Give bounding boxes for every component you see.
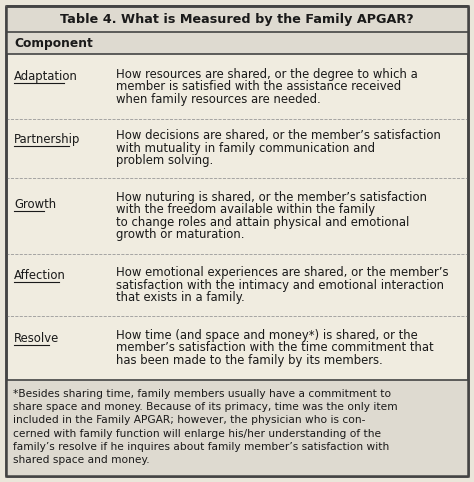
Text: member is satisfied with the assistance received: member is satisfied with the assistance … (116, 80, 401, 93)
Text: included in the Family APGAR; however, the physician who is con-: included in the Family APGAR; however, t… (13, 415, 365, 426)
Text: satisfaction with the intimacy and emotional interaction: satisfaction with the intimacy and emoti… (116, 279, 444, 292)
Text: How time (and space and money*) is shared, or the: How time (and space and money*) is share… (116, 329, 418, 342)
Text: How resources are shared, or the degree to which a: How resources are shared, or the degree … (116, 67, 418, 80)
Text: cerned with family function will enlarge his/her understanding of the: cerned with family function will enlarge… (13, 428, 381, 439)
Bar (6, 32, 468, 54)
Text: How nuturing is shared, or the member’s satisfaction: How nuturing is shared, or the member’s … (116, 190, 427, 203)
Text: has been made to the family by its members.: has been made to the family by its membe… (116, 354, 383, 367)
Text: with mutuality in family communication and: with mutuality in family communication a… (116, 142, 375, 155)
Text: problem solving.: problem solving. (116, 154, 213, 167)
Text: share space and money. Because of its primacy, time was the only item: share space and money. Because of its pr… (13, 402, 398, 412)
Text: that exists in a family.: that exists in a family. (116, 291, 245, 304)
Text: Adaptation: Adaptation (14, 70, 78, 83)
Text: when family resources are needed.: when family resources are needed. (116, 93, 321, 106)
Text: How decisions are shared, or the member’s satisfaction: How decisions are shared, or the member’… (116, 130, 441, 142)
Text: family’s resolve if he inquires about family member’s satisfaction with: family’s resolve if he inquires about fa… (13, 442, 389, 452)
Text: How emotional experiences are shared, or the member’s: How emotional experiences are shared, or… (116, 266, 448, 279)
Text: growth or maturation.: growth or maturation. (116, 228, 245, 241)
Text: *Besides sharing time, family members usually have a commitment to: *Besides sharing time, family members us… (13, 389, 391, 399)
Text: Affection: Affection (14, 269, 66, 282)
Bar (6, 380, 468, 476)
Bar (6, 6, 468, 32)
Text: Table 4. What is Measured by the Family APGAR?: Table 4. What is Measured by the Family … (60, 13, 414, 26)
Text: to change roles and attain physical and emotional: to change roles and attain physical and … (116, 215, 410, 228)
Text: Growth: Growth (14, 198, 56, 211)
Text: with the freedom available within the family: with the freedom available within the fa… (116, 203, 375, 216)
Text: Partnership: Partnership (14, 133, 81, 146)
Text: Resolve: Resolve (14, 332, 59, 345)
Text: shared space and money.: shared space and money. (13, 455, 150, 465)
Text: member’s satisfaction with the time commitment that: member’s satisfaction with the time comm… (116, 341, 434, 354)
Text: Component: Component (14, 37, 93, 50)
